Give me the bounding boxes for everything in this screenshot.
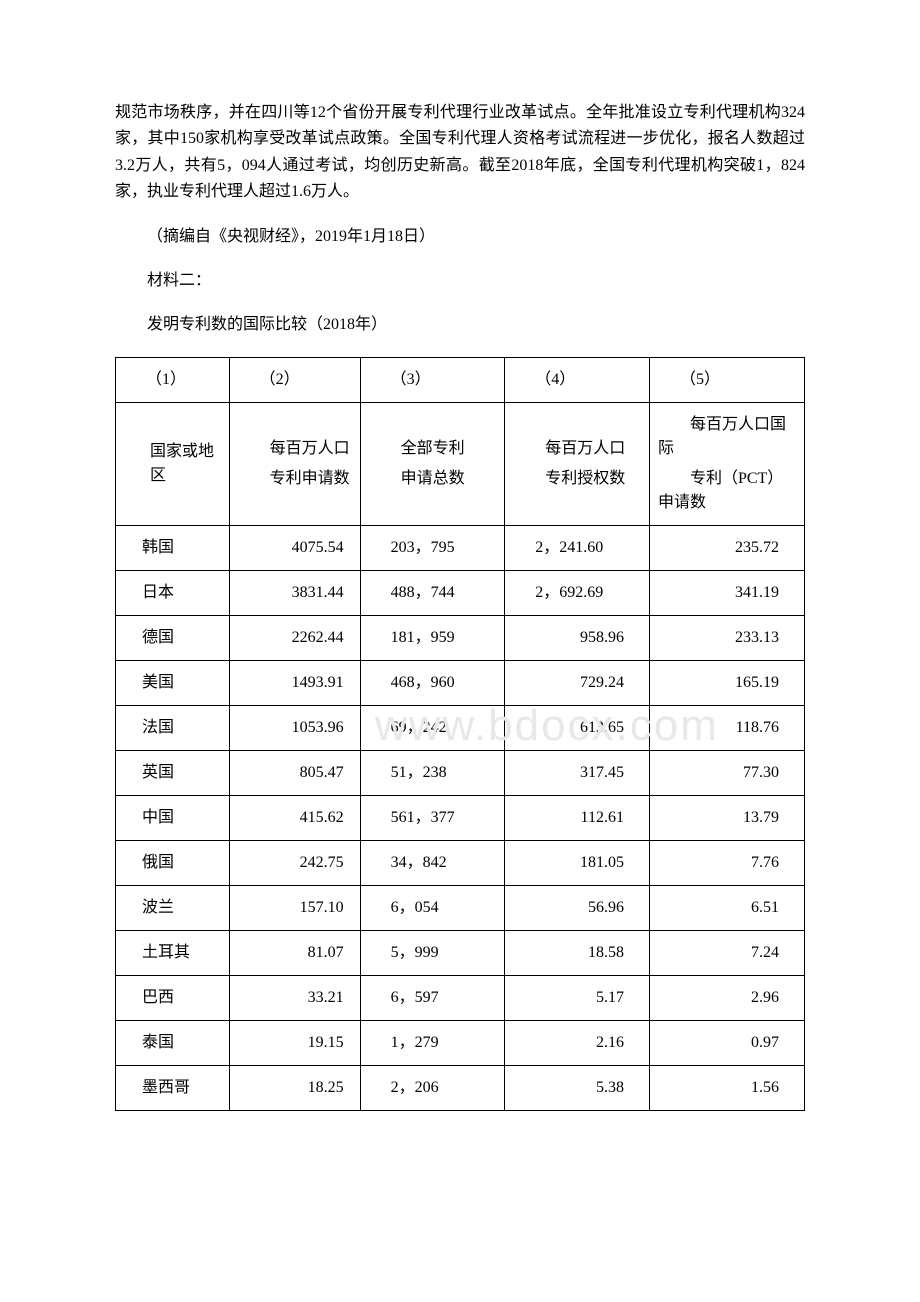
pct-apps-cell: 13.79 [649, 795, 804, 840]
total-apps-cell: 6，597 [360, 975, 505, 1020]
total-apps-cell: 69，242 [360, 705, 505, 750]
per-million-apps-cell: 2262.44 [229, 615, 360, 660]
header-cell: （2） [229, 357, 360, 402]
table-header-labels: 国家或地区 每百万人口 专利申请数 全部专利 申请总数 每百万人口 专利授权数 … [116, 402, 805, 525]
table-row: 土耳其81.075，99918.587.24 [116, 930, 805, 975]
table-row: 墨西哥18.252，2065.381.56 [116, 1065, 805, 1110]
country-cell: 德国 [116, 615, 230, 660]
per-million-grants-cell: 56.96 [505, 885, 650, 930]
total-apps-cell: 1，279 [360, 1020, 505, 1065]
per-million-grants-cell: 5.17 [505, 975, 650, 1020]
per-million-apps-cell: 4075.54 [229, 525, 360, 570]
per-million-apps-cell: 1053.96 [229, 705, 360, 750]
total-apps-cell: 561，377 [360, 795, 505, 840]
per-million-apps-cell: 242.75 [229, 840, 360, 885]
table-row: 英国805.4751，238317.4577.30 [116, 750, 805, 795]
label-cell: 每百万人口国际 专利（PCT）申请数 [649, 402, 804, 525]
total-apps-cell: 6，054 [360, 885, 505, 930]
per-million-grants-cell: 112.61 [505, 795, 650, 840]
header-cell: （1） [116, 357, 230, 402]
header-cell: （3） [360, 357, 505, 402]
country-cell: 俄国 [116, 840, 230, 885]
pct-apps-cell: 235.72 [649, 525, 804, 570]
pct-apps-cell: 2.96 [649, 975, 804, 1020]
table-row: 德国2262.44181，959958.96233.13 [116, 615, 805, 660]
total-apps-cell: 51，238 [360, 750, 505, 795]
table-row: 泰国19.151，2792.160.97 [116, 1020, 805, 1065]
per-million-grants-cell: 18.58 [505, 930, 650, 975]
per-million-grants-cell: 317.45 [505, 750, 650, 795]
pct-apps-cell: 1.56 [649, 1065, 804, 1110]
label-cell: 全部专利 申请总数 [360, 402, 505, 525]
label-cell: 每百万人口 专利授权数 [505, 402, 650, 525]
table-row: 俄国242.7534，842181.057.76 [116, 840, 805, 885]
total-apps-cell: 468，960 [360, 660, 505, 705]
per-million-grants-cell: 613.65 [505, 705, 650, 750]
per-million-apps-cell: 805.47 [229, 750, 360, 795]
per-million-apps-cell: 19.15 [229, 1020, 360, 1065]
country-cell: 泰国 [116, 1020, 230, 1065]
country-cell: 巴西 [116, 975, 230, 1020]
table-row: 美国1493.91468，960729.24165.19 [116, 660, 805, 705]
header-cell: （5） [649, 357, 804, 402]
table-header-numbers: （1） （2） （3） （4） （5） [116, 357, 805, 402]
total-apps-cell: 2，206 [360, 1065, 505, 1110]
pct-apps-cell: 0.97 [649, 1020, 804, 1065]
per-million-grants-cell: 2，241.60 [505, 525, 650, 570]
country-cell: 日本 [116, 570, 230, 615]
country-cell: 波兰 [116, 885, 230, 930]
country-cell: 中国 [116, 795, 230, 840]
table-title: 发明专利数的国际比较（2018年） [115, 312, 805, 338]
paragraph-material-label: 材料二： [115, 268, 805, 294]
per-million-apps-cell: 18.25 [229, 1065, 360, 1110]
table-row: 巴西33.216，5975.172.96 [116, 975, 805, 1020]
pct-apps-cell: 118.76 [649, 705, 804, 750]
country-cell: 土耳其 [116, 930, 230, 975]
pct-apps-cell: 341.19 [649, 570, 804, 615]
per-million-grants-cell: 729.24 [505, 660, 650, 705]
total-apps-cell: 203，795 [360, 525, 505, 570]
pct-apps-cell: 77.30 [649, 750, 804, 795]
pct-apps-cell: 233.13 [649, 615, 804, 660]
country-cell: 美国 [116, 660, 230, 705]
total-apps-cell: 181，959 [360, 615, 505, 660]
table-row: 中国415.62561，377112.6113.79 [116, 795, 805, 840]
pct-apps-cell: 6.51 [649, 885, 804, 930]
country-cell: 英国 [116, 750, 230, 795]
per-million-apps-cell: 33.21 [229, 975, 360, 1020]
total-apps-cell: 34，842 [360, 840, 505, 885]
total-apps-cell: 488，744 [360, 570, 505, 615]
total-apps-cell: 5，999 [360, 930, 505, 975]
label-cell: 每百万人口 专利申请数 [229, 402, 360, 525]
patent-comparison-table: （1） （2） （3） （4） （5） 国家或地区 每百万人口 专利申请数 全部… [115, 357, 805, 1111]
pct-apps-cell: 7.24 [649, 930, 804, 975]
paragraph-1: 规范市场秩序，并在四川等12个省份开展专利代理行业改革试点。全年批准设立专利代理… [115, 100, 805, 206]
per-million-grants-cell: 2，692.69 [505, 570, 650, 615]
per-million-grants-cell: 5.38 [505, 1065, 650, 1110]
table-row: 法国1053.9669，242613.65118.76 [116, 705, 805, 750]
country-cell: 韩国 [116, 525, 230, 570]
per-million-apps-cell: 1493.91 [229, 660, 360, 705]
table-row: 韩国4075.54203，7952，241.60235.72 [116, 525, 805, 570]
per-million-apps-cell: 3831.44 [229, 570, 360, 615]
per-million-grants-cell: 958.96 [505, 615, 650, 660]
header-cell: （4） [505, 357, 650, 402]
per-million-apps-cell: 415.62 [229, 795, 360, 840]
table-row: 波兰157.106，05456.966.51 [116, 885, 805, 930]
label-cell: 国家或地区 [116, 402, 230, 525]
per-million-grants-cell: 181.05 [505, 840, 650, 885]
country-cell: 法国 [116, 705, 230, 750]
per-million-apps-cell: 81.07 [229, 930, 360, 975]
per-million-apps-cell: 157.10 [229, 885, 360, 930]
per-million-grants-cell: 2.16 [505, 1020, 650, 1065]
pct-apps-cell: 7.76 [649, 840, 804, 885]
paragraph-source: （摘编自《央视财经》，2019年1月18日） [115, 224, 805, 250]
table-row: 日本3831.44488，7442，692.69341.19 [116, 570, 805, 615]
pct-apps-cell: 165.19 [649, 660, 804, 705]
country-cell: 墨西哥 [116, 1065, 230, 1110]
